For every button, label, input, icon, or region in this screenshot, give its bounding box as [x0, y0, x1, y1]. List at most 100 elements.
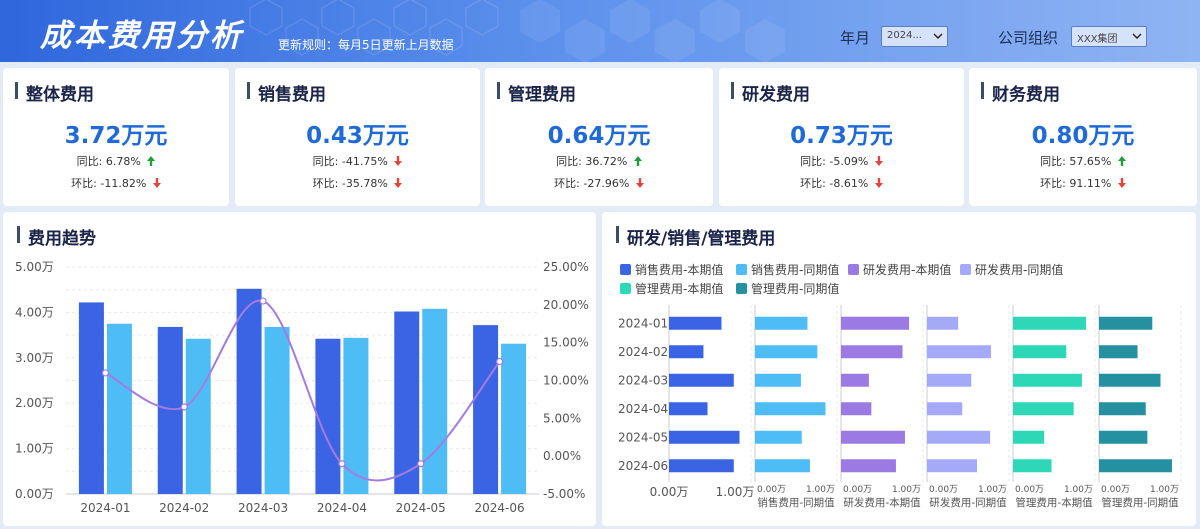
panel-axis-title: 管理费用-同期值	[1101, 496, 1179, 509]
h-bar	[841, 345, 903, 359]
line-point	[338, 460, 346, 468]
kpi-card-rd: 研发费用 0.73万元 同比: -5.09% 环比: -8.61%	[719, 68, 964, 206]
x-tick-label: 1.00万	[806, 485, 835, 495]
h-bar	[927, 316, 959, 330]
y-tick-label-left: 0.00万	[15, 487, 54, 501]
prior-bar	[106, 323, 132, 494]
y-tick-label-left: 1.00万	[15, 442, 54, 456]
legend-label: 销售费用-本期值	[635, 262, 723, 277]
mom-label: 环比:	[312, 177, 339, 190]
y-tick-label-right: 0.00%	[543, 449, 581, 463]
panel-axis-title: 销售费用-同期值	[757, 496, 835, 509]
line-point	[417, 460, 425, 468]
x-tick-label: 1.00万	[1150, 485, 1179, 495]
legend-swatch	[620, 283, 631, 294]
legend-swatch	[960, 264, 971, 275]
trend-panel-title: 费用趋势	[17, 224, 96, 249]
card-value: 0.80万元	[1031, 123, 1135, 149]
line-point	[495, 357, 504, 366]
trend-arrow-icon	[394, 156, 403, 166]
h-bar	[755, 459, 810, 473]
y-tick-label-right: 20.00%	[543, 298, 589, 312]
h-bar	[669, 316, 722, 330]
panel-axis-title: 研发费用-同期值	[929, 496, 1007, 509]
card-value: 0.64万元	[547, 123, 651, 149]
mom-value: -35.78%	[341, 177, 388, 190]
trend-arrow-icon	[394, 178, 403, 188]
year-month-select[interactable]: 2024...	[881, 26, 948, 47]
h-bar	[1013, 430, 1045, 444]
legend-swatch	[620, 264, 631, 275]
legend-label: 销售费用-同期值	[751, 262, 839, 277]
h-bar	[927, 345, 991, 359]
card-title: 管理费用	[497, 80, 576, 105]
legend-swatch	[848, 264, 859, 275]
mom-line: 环比: 91.11%	[969, 175, 1197, 191]
prior-bar	[343, 337, 369, 494]
current-bar	[473, 325, 499, 494]
y-tick-label-left: 5.00万	[15, 260, 54, 274]
yoy-value: 57.65%	[1069, 155, 1112, 168]
y-category-label: 2024-02	[618, 345, 668, 359]
h-bar	[841, 373, 869, 387]
yoy-label: 同比:	[76, 155, 103, 168]
legend-label: 管理费用-本期值	[635, 281, 723, 296]
card-value: 0.73万元	[790, 123, 893, 149]
org-select[interactable]: XXX集团	[1071, 26, 1147, 47]
h-bar	[755, 316, 808, 330]
yoy-value: 6.78%	[105, 155, 141, 168]
h-bar	[1099, 430, 1148, 444]
card-value: 0.43万元	[306, 123, 409, 149]
h-bar	[1013, 402, 1074, 416]
kpi-card-finance: 财务费用 0.80万元 同比: 57.65% 环比: 91.11%	[969, 68, 1197, 206]
mom-label: 环比:	[554, 177, 580, 190]
h-bar	[927, 430, 991, 444]
yoy-value: 36.72%	[585, 155, 628, 168]
card-title: 整体费用	[15, 80, 94, 105]
kpi-card-sales: 销售费用 0.43万元 同比: -41.75% 环比: -35.78%	[235, 68, 480, 206]
line-point	[101, 369, 110, 377]
mom-line: 环比: -35.78%	[235, 175, 480, 191]
prior-bar	[422, 308, 448, 494]
trend-chart: 0.00万 1.00万 2.00万 3.00万 4.00万 5.00万 -5.00% 0.00…	[15, 260, 589, 515]
yoy-label: 同比:	[556, 155, 582, 168]
panel-axis-title: 管理费用-本期值	[1015, 496, 1093, 509]
x-tick-label: 2024-01	[80, 501, 130, 515]
y-tick-label-right: 25.00%	[543, 260, 589, 274]
mom-value: -11.82%	[100, 177, 147, 190]
trend-panel: 费用趋势 0.00万 1.00万 2.00万 3.00万 4.00万 5.00万 -5.00…	[3, 212, 596, 526]
yoy-value: -41.75%	[341, 155, 388, 168]
prior-bar	[185, 338, 211, 494]
x-tick-label: 1.00万	[978, 485, 1007, 495]
trend-arrow-icon	[147, 156, 156, 166]
trend-arrow-icon	[152, 178, 161, 188]
h-bar	[1099, 459, 1172, 473]
y-category-label: 2024-01	[618, 316, 668, 330]
h-bar	[755, 345, 818, 359]
yoy-label: 同比:	[312, 155, 339, 168]
yoy-line: 同比: 57.65%	[969, 153, 1197, 169]
h-bar	[669, 459, 734, 473]
h-bar	[755, 373, 801, 387]
org-label: 公司组织	[998, 29, 1059, 47]
mom-value: -27.96%	[583, 177, 630, 190]
page-title: 成本费用分析	[40, 18, 244, 54]
mom-line: 环比: -8.61%	[719, 175, 964, 191]
x-tick-label: 2024-03	[238, 501, 288, 515]
year-month-label: 年月	[840, 29, 871, 47]
x-tick-label: 0.00万	[650, 485, 689, 499]
panel-axis-title: 研发费用-本期值	[843, 496, 921, 509]
trend-arrow-icon	[874, 178, 883, 188]
legend-label: 研发费用-同期值	[975, 262, 1063, 277]
x-tick-label: 1.00万	[1064, 485, 1093, 495]
h-bar	[927, 459, 978, 473]
trend-arrow-icon	[635, 178, 644, 188]
h-bar	[1013, 316, 1086, 330]
hexagon-pattern	[249, 0, 785, 62]
y-category-label: 2024-05	[618, 430, 668, 444]
y-tick-label-right: 15.00%	[543, 336, 589, 350]
y-tick-label-left: 4.00万	[15, 305, 54, 319]
current-bar	[315, 338, 341, 494]
h-bar	[1013, 459, 1052, 473]
card-title: 研发费用	[731, 80, 810, 105]
